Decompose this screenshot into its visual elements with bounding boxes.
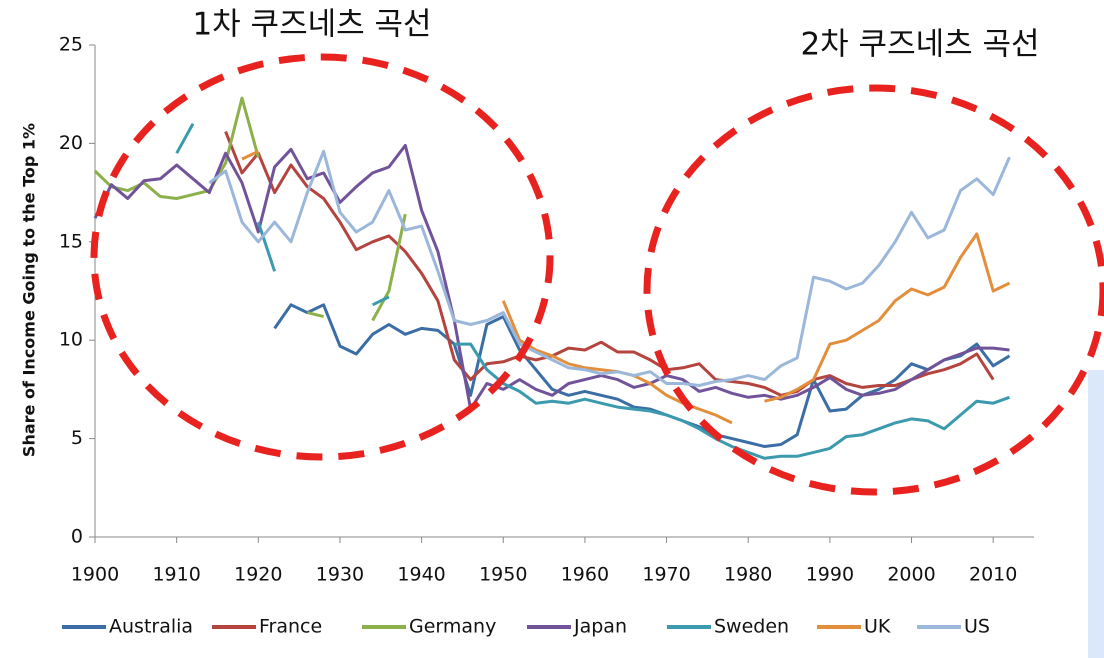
annotation: 2차 쿠즈네츠 곡선: [800, 27, 1039, 63]
x-tick-label: 1940: [397, 564, 445, 586]
y-tick-label: 5: [71, 427, 83, 449]
x-tick-label: 1930: [316, 564, 364, 586]
y-tick-label: 15: [59, 230, 83, 252]
x-tick-label: 1900: [71, 564, 119, 586]
ellipse-second: [643, 84, 1104, 496]
series-line: [273, 303, 1011, 448]
series-line: [224, 131, 995, 397]
x-tick-label: 2000: [887, 564, 935, 586]
x-tick-label: 1920: [234, 564, 282, 586]
series-line: [208, 149, 1011, 387]
series-line: [93, 96, 407, 322]
x-tick-label: 1960: [561, 564, 609, 586]
ellipse-first: [90, 53, 554, 461]
x-tick-label: 1990: [806, 564, 854, 586]
y-tick-label: 20: [59, 132, 83, 154]
legend-text: Australia: [109, 616, 193, 638]
legend-text: UK: [864, 616, 891, 638]
annotation: 1차 쿠즈네츠 곡선: [192, 7, 431, 43]
legend-text: US: [964, 616, 990, 638]
y-tick-label: 10: [59, 329, 83, 351]
side-strip: [1088, 370, 1104, 658]
legend-text: France: [259, 616, 322, 638]
x-tick-label: 2010: [969, 564, 1017, 586]
series-line: [93, 143, 1010, 411]
y-tick-label: 0: [71, 526, 83, 548]
plot: 0 5 10 15 20 25 1900 1910 1920 1930 1940 1950 1960 19…: [59, 34, 1034, 638]
legend-text: Sweden: [714, 616, 789, 638]
series-line: [175, 122, 1011, 460]
x-tick-label: 1980: [724, 564, 772, 586]
legend-text: Japan: [573, 616, 627, 638]
x-tick-label: 1950: [479, 564, 527, 586]
x-tick-label: 1970: [642, 564, 690, 586]
x-tick-label: 1910: [152, 564, 200, 586]
y-axis-label: Share of Income Going to the Top 1%: [20, 123, 39, 457]
y-tick-label: 25: [59, 34, 83, 56]
legend-text: Germany: [409, 616, 496, 638]
